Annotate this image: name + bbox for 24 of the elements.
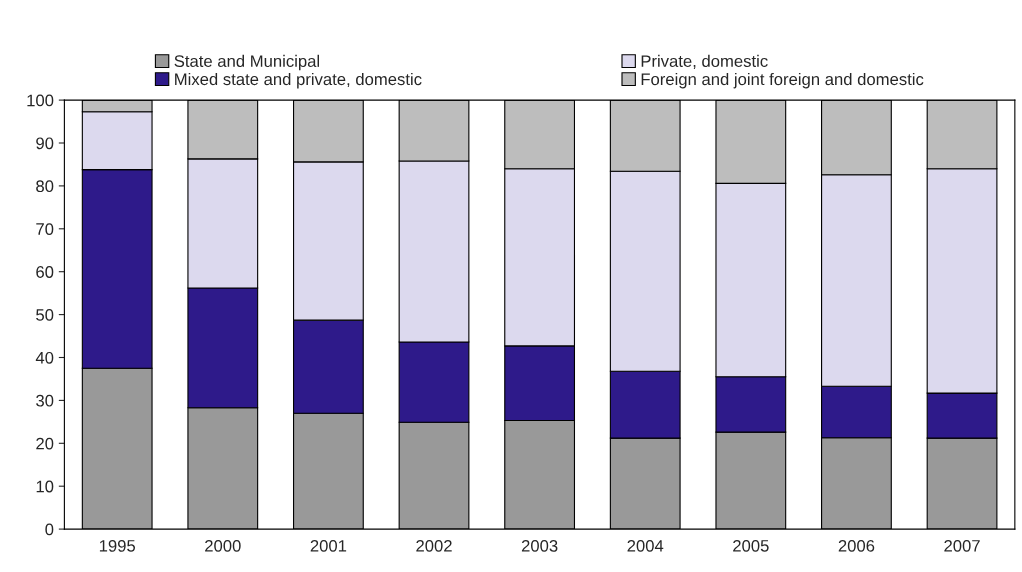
y-tick-label: 40	[35, 351, 54, 364]
x-tick-label: 2003	[521, 539, 558, 552]
x-tick-label: 1995	[99, 539, 136, 552]
y-tick-label: 60	[36, 266, 54, 278]
x-tick-label: 2005	[733, 539, 769, 552]
y-tick-label: 70	[36, 223, 54, 235]
legend-label: Mixed state and private, domestic	[175, 72, 422, 89]
x-tick-label: 2000	[205, 539, 241, 552]
x-tick-label: 2004	[627, 539, 664, 552]
y-tick-label: 50	[36, 309, 54, 321]
x-tick-label: 2007	[944, 539, 980, 552]
y-tick-label: 100	[27, 94, 54, 107]
x-tick-label: 2001	[310, 539, 347, 552]
x-tick-label: 2006	[838, 539, 875, 552]
legend-label: Foreign and joint foreign and domestic	[641, 72, 924, 89]
y-tick-label: 20	[36, 437, 54, 450]
y-tick-label: 0	[45, 523, 54, 536]
y-tick-label: 30	[36, 394, 54, 407]
x-tick-label: 2002	[416, 539, 452, 552]
legend-label: State and Municipal	[174, 54, 320, 71]
y-tick-label: 90	[36, 137, 54, 150]
y-tick-label: 80	[36, 180, 54, 193]
y-tick-label: 10	[36, 480, 54, 493]
legend-label: Private, domestic	[641, 54, 768, 69]
